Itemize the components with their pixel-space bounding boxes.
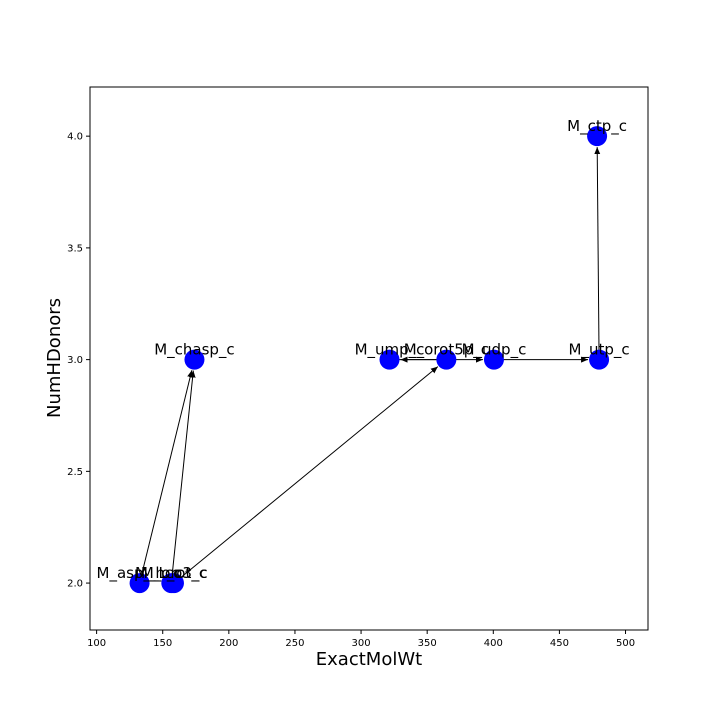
node-label: M_asp__L_c	[97, 564, 183, 583]
node-point	[589, 349, 610, 370]
node-point	[483, 349, 504, 370]
edge-arrow	[594, 147, 601, 360]
plot-frame	[89, 86, 649, 631]
x-tick-label: 450	[550, 638, 569, 649]
y-tick-label: 3.5	[67, 243, 83, 254]
y-axis-title: NumHDonors	[44, 298, 65, 418]
x-tick-label: 250	[285, 638, 304, 649]
x-axis-title: ExactMolWt	[316, 649, 422, 670]
y-axis: 2.0 2.5 3.0 3.5 4.0	[67, 132, 90, 590]
node-point	[129, 573, 150, 594]
labels-layer: M_ctp_c M_chasp_c M_ump_cM_orot5p_cM_udp_c…	[97, 117, 630, 583]
x-tick-label: 100	[87, 638, 106, 649]
node-label: M_ump_c	[355, 341, 425, 360]
node-label: M_udp_c	[462, 341, 527, 360]
edge-arrow	[173, 366, 439, 584]
node-label: M_hco3_c	[135, 564, 208, 583]
x-tick-label: 200	[219, 638, 238, 649]
x-tick-label: 300	[352, 638, 371, 649]
node-label: M_ctp_c	[567, 117, 627, 136]
y-tick-label: 2.0	[67, 579, 83, 590]
edge-arrow	[170, 370, 196, 584]
node-point	[436, 349, 457, 370]
node-label: M_utp_c	[569, 341, 630, 360]
edge-arrow	[139, 370, 194, 584]
x-tick-label: 350	[418, 638, 437, 649]
edges-layer	[139, 147, 601, 584]
node-label: M_chasp_c	[154, 341, 234, 360]
node-point	[163, 573, 184, 594]
x-tick-label: 500	[616, 638, 635, 649]
x-tick-label: 400	[484, 638, 503, 649]
node-point	[184, 349, 205, 370]
node-label: M_orot_c	[141, 564, 207, 583]
node-point	[587, 126, 608, 147]
node-label: M_orot5p_c	[404, 341, 489, 360]
x-axis: 100 150 200 250 300 350 400 450 500	[87, 630, 635, 649]
y-tick-label: 4.0	[67, 132, 83, 143]
y-tick-label: 2.5	[67, 467, 83, 478]
node-point	[379, 349, 400, 370]
x-tick-label: 150	[153, 638, 172, 649]
y-tick-label: 3.0	[67, 355, 83, 366]
nodes-layer	[129, 126, 610, 594]
